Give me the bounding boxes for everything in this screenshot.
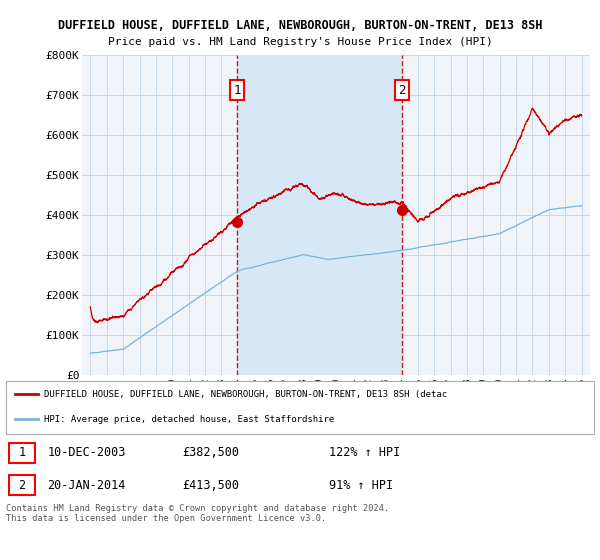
FancyBboxPatch shape [9,475,35,495]
Text: 91% ↑ HPI: 91% ↑ HPI [329,479,394,492]
Text: DUFFIELD HOUSE, DUFFIELD LANE, NEWBOROUGH, BURTON-ON-TRENT, DE13 8SH: DUFFIELD HOUSE, DUFFIELD LANE, NEWBOROUG… [58,18,542,32]
Text: 1: 1 [19,446,26,459]
FancyBboxPatch shape [9,444,35,463]
Text: 10-DEC-2003: 10-DEC-2003 [47,446,125,459]
Text: Contains HM Land Registry data © Crown copyright and database right 2024.
This d: Contains HM Land Registry data © Crown c… [6,504,389,524]
FancyBboxPatch shape [6,381,594,434]
Text: 20-JAN-2014: 20-JAN-2014 [47,479,125,492]
Text: Price paid vs. HM Land Registry's House Price Index (HPI): Price paid vs. HM Land Registry's House … [107,37,493,47]
Text: HPI: Average price, detached house, East Staffordshire: HPI: Average price, detached house, East… [44,414,334,423]
Bar [237,55,403,375]
Text: 122% ↑ HPI: 122% ↑ HPI [329,446,401,459]
Text: 2: 2 [19,479,26,492]
Text: £382,500: £382,500 [182,446,239,459]
Text: 2: 2 [398,83,406,97]
Text: 1: 1 [233,83,241,97]
Text: DUFFIELD HOUSE, DUFFIELD LANE, NEWBOROUGH, BURTON-ON-TRENT, DE13 8SH (detac: DUFFIELD HOUSE, DUFFIELD LANE, NEWBOROUG… [44,390,448,399]
Text: £413,500: £413,500 [182,479,239,492]
